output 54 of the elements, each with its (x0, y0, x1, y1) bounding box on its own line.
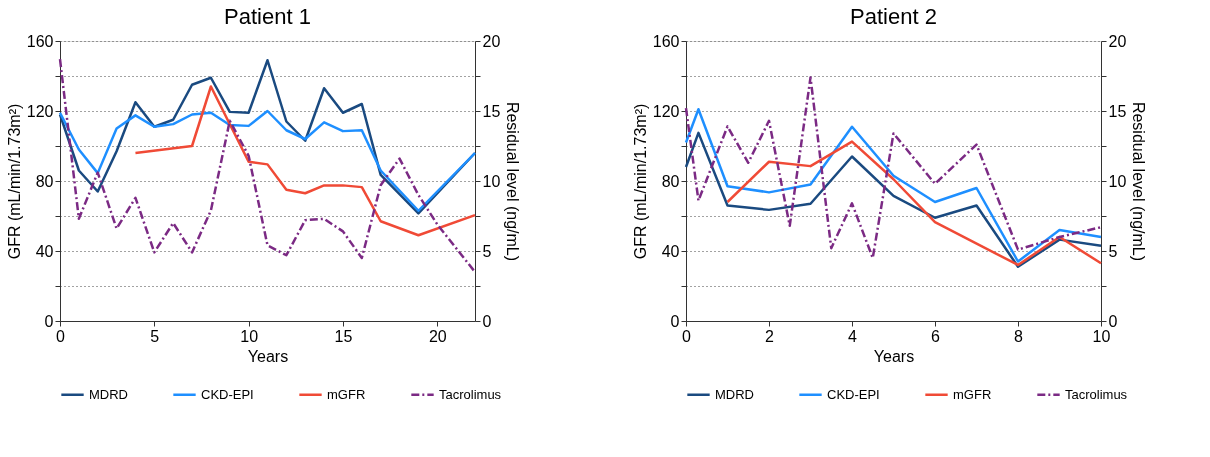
y2-axis-title: Residual level (ng/mL) (504, 101, 522, 262)
y-tick-label: 80 (661, 172, 680, 190)
legend-label: Tacrolimus (1065, 386, 1128, 402)
y2-tick-label: 15 (1108, 102, 1127, 120)
y2-tick-label: 5 (482, 242, 492, 260)
x-tick-label: 10 (1092, 327, 1111, 345)
y2-tick-label: 15 (482, 102, 501, 120)
chart-title: Patient 1 (224, 4, 311, 29)
x-axis-title: Years (873, 347, 915, 365)
line-series (684, 131, 1103, 268)
line-series (684, 76, 1103, 260)
legend-label: CKD-EPI (201, 386, 254, 402)
x-axis-title: Years (247, 347, 289, 365)
x-tick-label: 20 (428, 327, 447, 345)
line-series (134, 85, 477, 237)
y-axis-title: GFR (mL/min/1.73m²) (631, 103, 649, 260)
y2-tick-label: 20 (1108, 32, 1127, 50)
line-series (58, 109, 477, 212)
legend-label: CKD-EPI (827, 386, 880, 402)
y-tick-label: 0 (44, 312, 54, 330)
y-tick-label: 80 (35, 172, 54, 190)
x-tick-label: 0 (56, 327, 66, 345)
y-tick-label: 40 (661, 242, 680, 260)
y2-tick-label: 0 (482, 312, 492, 330)
y-axis-title: GFR (mL/min/1.73m²) (5, 103, 23, 260)
legend-label: Tacrolimus (439, 386, 502, 402)
y2-tick-label: 0 (1108, 312, 1118, 330)
y2-tick-label: 10 (1108, 172, 1127, 190)
chart-title: Patient 2 (850, 4, 937, 29)
y-tick-label: 120 (652, 102, 680, 120)
x-tick-label: 15 (334, 327, 353, 345)
legend-label: MDRD (89, 386, 128, 402)
y-tick-label: 40 (35, 242, 54, 260)
y2-tick-label: 5 (1108, 242, 1118, 260)
line-series (726, 140, 1103, 267)
x-tick-label: 4 (848, 327, 858, 345)
legend-label: mGFR (327, 386, 366, 402)
line-series (58, 57, 477, 274)
y2-tick-label: 10 (482, 172, 501, 190)
x-tick-label: 2 (765, 327, 775, 345)
legend-label: MDRD (715, 386, 754, 402)
y2-axis-title: Residual level (ng/mL) (1130, 101, 1148, 262)
x-tick-label: 5 (150, 327, 160, 345)
legend-label: mGFR (953, 386, 992, 402)
line-series (684, 108, 1103, 263)
y-tick-label: 0 (670, 312, 680, 330)
x-tick-label: 10 (240, 327, 259, 345)
y-tick-label: 160 (26, 32, 54, 50)
y-tick-label: 160 (652, 32, 680, 50)
x-tick-label: 8 (1014, 327, 1024, 345)
y2-tick-label: 20 (482, 32, 501, 50)
x-tick-label: 6 (931, 327, 941, 345)
y-tick-label: 120 (26, 102, 54, 120)
x-tick-label: 0 (682, 327, 692, 345)
